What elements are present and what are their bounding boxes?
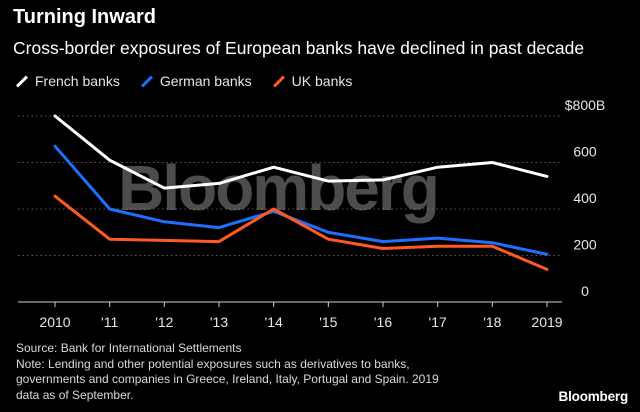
x-tick-label: '16 [374,314,392,330]
x-tick-label: '14 [265,314,283,330]
series-line-uk-banks [53,194,549,271]
legend-item-uk: UK banks [272,73,353,89]
x-tick-label: '15 [319,314,337,330]
legend-item-french: French banks [15,73,120,89]
note-line-3: data as of September. [16,387,134,402]
note-line-2: governments and companies in Greece, Ire… [16,372,439,386]
x-tick-label: '18 [483,314,501,330]
y-tick-label: $800B [565,97,605,113]
y-tick-label: 600 [573,144,597,160]
y-tick-label: 400 [573,190,597,206]
legend-label-german: German banks [159,73,252,89]
x-tick-label: '13 [210,314,228,330]
chart-title: Turning Inward [13,6,156,28]
series-line-french-banks [53,114,549,190]
bloomberg-logo: Bloomberg [558,389,629,404]
series-line-german-banks [53,144,549,256]
y-tick-label: 0 [581,283,589,299]
source-notes: Source: Bank for International Settlemen… [16,341,556,403]
x-tick-label: 2019 [531,314,562,330]
note-line-1: Note: Lending and other potential exposu… [16,356,410,371]
x-tick-label: '11 [101,314,118,330]
source-line: Source: Bank for International Settlemen… [16,341,242,355]
x-tick-label: '12 [155,314,173,330]
y-tick-label: 200 [573,237,597,253]
x-tick-label: 2010 [39,314,70,330]
legend-item-german: German banks [140,73,252,89]
legend: French banks German banks UK banks [15,73,372,89]
chart-subtitle: Cross-border exposures of European banks… [13,38,585,58]
legend-label-french: French banks [35,73,120,89]
legend-label-uk: UK banks [291,73,353,89]
x-tick-label: '17 [429,314,447,330]
